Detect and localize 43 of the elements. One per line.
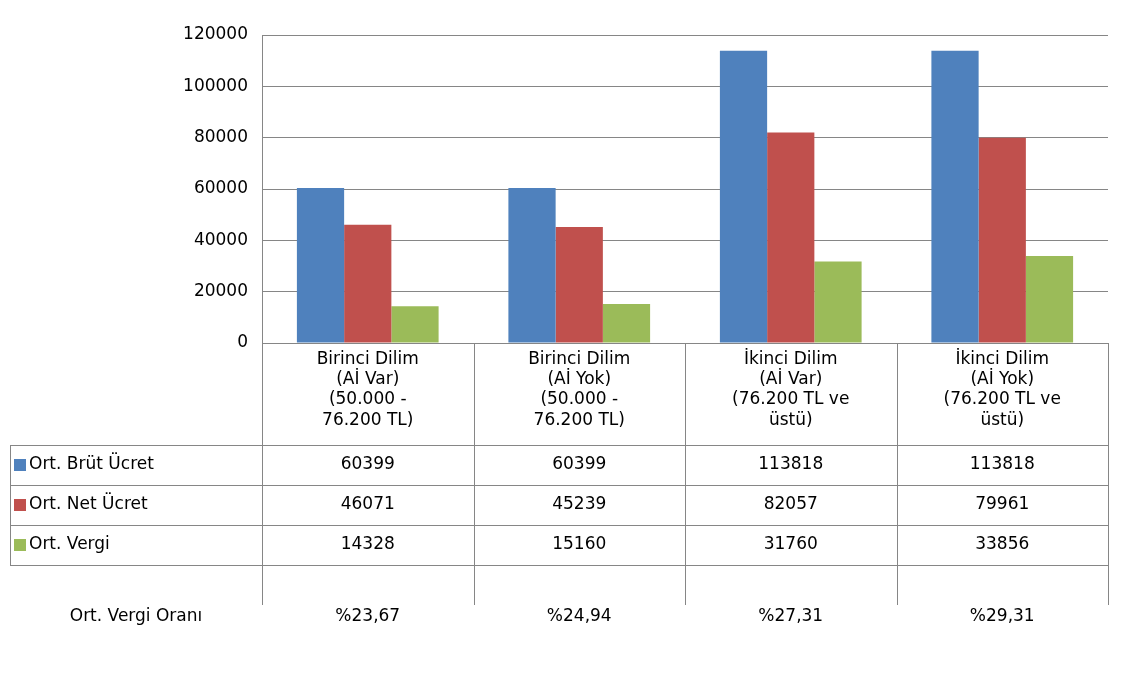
x-tick-label: İkinci Dilim (Aİ Var) (76.200 TL ve üstü)	[732, 347, 850, 429]
text: %27,31	[758, 605, 824, 626]
text: Ort. Vergi Oranı	[69, 605, 203, 626]
data-label: 45239	[552, 493, 607, 514]
bar	[1025, 256, 1074, 343]
y-tick-label: 120000	[183, 23, 248, 44]
x-tick-label: İkinci Dilim (Aİ Yok) (76.200 TL ve üstü)	[943, 347, 1061, 429]
bar	[391, 306, 439, 343]
data-label: 31760	[763, 533, 818, 554]
bar	[719, 50, 768, 343]
data-label: 113818	[969, 453, 1035, 474]
y-tick-label: 60000	[193, 177, 248, 198]
data-label: 79961	[975, 493, 1030, 514]
y-tick-label: 0	[237, 331, 248, 352]
data-label: 15160	[552, 533, 607, 554]
legend-label: Ort. Net Ücret	[29, 492, 148, 514]
data-label: 82057	[763, 493, 818, 514]
bar	[767, 132, 815, 343]
bar	[931, 50, 979, 343]
x-tick-label: Birinci Dilim (Aİ Yok) (50.000 - 76.200 TL)	[528, 347, 631, 429]
bar	[508, 187, 556, 343]
data-label: 33856	[975, 533, 1030, 554]
y-tick-label: 40000	[193, 228, 248, 249]
data-label: 60399	[340, 453, 395, 474]
data-label: 46071	[340, 493, 395, 514]
text: %24,94	[546, 605, 612, 626]
bar	[978, 137, 1026, 343]
data-label: 14328	[340, 533, 395, 554]
data-label: 113818	[758, 453, 824, 474]
text: %29,31	[969, 605, 1035, 626]
y-tick-label: 80000	[193, 126, 248, 147]
bar	[296, 187, 345, 343]
x-tick-label: Birinci Dilim (Aİ Var) (50.000 - 76.200 TL)	[316, 347, 419, 429]
data-label: 60399	[552, 453, 607, 474]
bar	[602, 304, 651, 343]
bar	[555, 226, 603, 343]
y-tick-label: 100000	[183, 74, 248, 95]
bar	[344, 224, 392, 343]
y-tick-label: 20000	[193, 280, 248, 301]
legend-label: Ort. Brüt Ücret	[29, 452, 155, 474]
bar	[814, 261, 862, 343]
legend-label: Ort. Vergi	[29, 533, 110, 554]
text: %23,67	[335, 605, 401, 626]
